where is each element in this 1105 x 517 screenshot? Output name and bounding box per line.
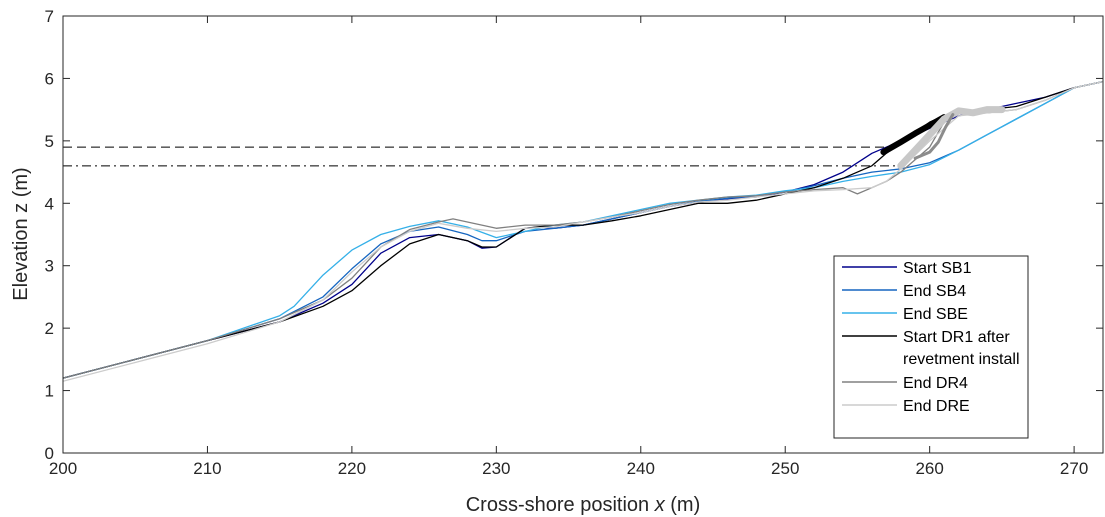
revetment-band-1	[880, 114, 948, 156]
legend-item-1: Start SB1	[842, 260, 972, 277]
legend-label: End DRE	[903, 398, 970, 415]
legend-label: End SB4	[903, 283, 966, 300]
y-tick-label: 7	[45, 7, 54, 26]
legend-items: Start SB1 End SB4 End SBE Start DR1 after re…	[842, 260, 1020, 415]
x-tick-label: 240	[627, 459, 655, 478]
x-tick-label: 230	[482, 459, 510, 478]
legend-item-4: Start DR1 after revetment install	[842, 329, 1020, 368]
legend-label: Start DR1 after	[903, 329, 1010, 346]
series-line-3	[62, 80, 1104, 379]
x-tick-label: 260	[915, 459, 943, 478]
reference-lines	[63, 146, 901, 167]
y-tick-label: 0	[45, 444, 54, 463]
y-tick-label: 3	[45, 257, 54, 276]
x-tick-label: 210	[193, 459, 221, 478]
legend-label: Start SB1	[903, 260, 972, 277]
x-tick-label: 270	[1060, 459, 1088, 478]
plot-frame	[62, 15, 1104, 454]
legend-box	[833, 255, 1029, 439]
revetment-bands	[880, 106, 1006, 170]
y-tick-label: 5	[45, 132, 54, 151]
y-axis-title: Elevation z (m)	[10, 167, 32, 300]
x-axis-title-suffix: (m)	[665, 494, 701, 516]
legend-label: revetment install	[903, 351, 1020, 368]
legend-item-3: End SBE	[842, 306, 968, 323]
legend: Start SB1 End SB4 End SBE Start DR1 after re…	[833, 255, 1029, 439]
y-tick-label: 4	[45, 194, 54, 213]
x-axis-title: Cross-shore position x (m)	[466, 494, 701, 516]
legend-item-5: End DR4	[842, 375, 968, 392]
x-axis-title-variable: x	[654, 494, 666, 516]
legend-label: End SBE	[903, 306, 968, 323]
axis-ticks: 200 210 220 230 240 250 260 270 0 1 2 3 4 5 6 7	[45, 7, 1103, 478]
x-tick-label: 200	[49, 459, 77, 478]
x-axis-title-prefix: Cross-shore position	[466, 494, 655, 516]
revetment-band-3	[913, 113, 955, 160]
y-tick-label: 1	[45, 382, 54, 401]
x-tick-label: 220	[338, 459, 366, 478]
legend-label: End DR4	[903, 375, 968, 392]
legend-item-2: End SB4	[842, 283, 966, 300]
y-tick-label: 6	[45, 69, 54, 88]
y-tick-label: 2	[45, 319, 54, 338]
legend-item-6: End DRE	[842, 398, 970, 415]
x-tick-label: 250	[771, 459, 799, 478]
